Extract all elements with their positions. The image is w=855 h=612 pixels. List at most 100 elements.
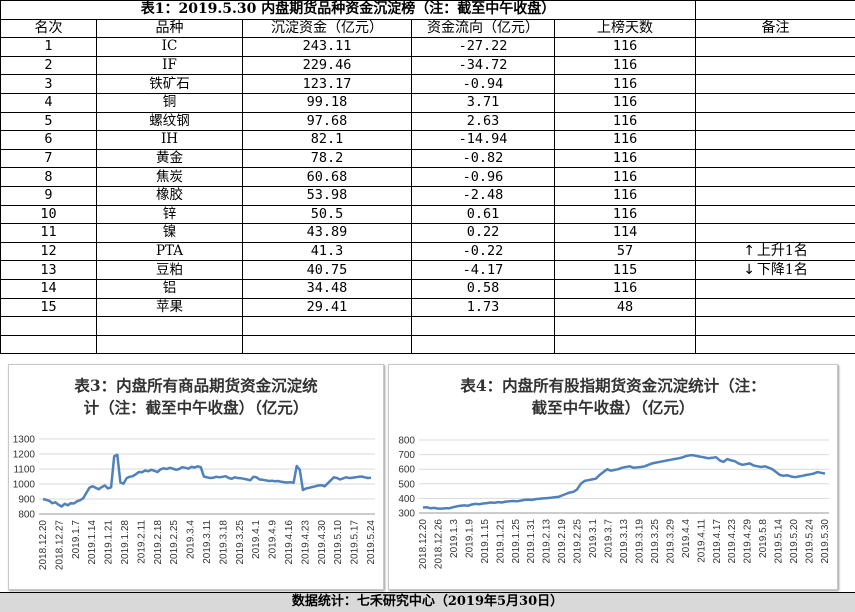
rank-cell: 2 <box>1 56 97 75</box>
note-cell <box>696 56 855 75</box>
x-tick-label: 2019.1.21 <box>495 519 506 564</box>
y-tick-label: 500 <box>398 479 415 490</box>
rank-cell: 8 <box>1 168 97 187</box>
header-days: 上榜天数 <box>555 19 696 38</box>
x-tick-label: 2019.1.25 <box>511 519 522 564</box>
header-note: 备注 <box>696 19 855 38</box>
empty-cell <box>412 335 555 354</box>
x-tick-label: 2018.12.26 <box>433 519 444 569</box>
note-cell <box>696 279 855 298</box>
flow-cell: 0.22 <box>412 224 555 243</box>
y-tick-label: 900 <box>18 495 35 506</box>
fund-cell: 123.17 <box>243 75 412 94</box>
header-rank: 名次 <box>1 19 97 38</box>
x-tick-label: 2019.1.14 <box>87 520 98 565</box>
days-cell: 116 <box>555 205 696 224</box>
rank-cell: 4 <box>1 93 97 112</box>
x-tick-label: 2019.4.23 <box>300 520 311 565</box>
name-cell: 黄金 <box>97 149 243 168</box>
arrow-down-icon: ↓ <box>743 262 755 278</box>
table-header-row: 名次 品种 沉淀资金（亿元） 资金流向（亿元） 上榜天数 备注 <box>1 19 855 38</box>
y-tick-label: 1200 <box>13 450 36 461</box>
days-cell: 48 <box>555 298 696 317</box>
empty-cell <box>696 317 855 336</box>
table-caption-blank <box>696 1 855 20</box>
empty-cell <box>97 335 243 354</box>
note-text: 下降1名 <box>757 262 808 278</box>
x-tick-label: 2019.4.17 <box>712 519 723 564</box>
x-tick-label: 2019.2.18 <box>153 520 164 565</box>
series-line <box>423 455 825 508</box>
name-cell: 螺纹钢 <box>97 112 243 131</box>
y-tick-label: 300 <box>398 509 415 520</box>
x-tick-label: 2019.3.19 <box>634 519 645 564</box>
fund-cell: 97.68 <box>243 112 412 131</box>
name-cell: 铜 <box>97 93 243 112</box>
x-tick-label: 2018.12.20 <box>38 520 49 570</box>
index-chart-title-line-2: 截至中午收盘）（亿元） <box>389 397 837 419</box>
commodity-chart-title-line-1: 表3：内盘所有商品期货资金沉淀统 <box>9 375 383 397</box>
arrow-up-icon: ↑ <box>743 243 755 259</box>
rank-cell: 11 <box>1 224 97 243</box>
days-cell: 116 <box>555 93 696 112</box>
flow-cell: -0.96 <box>412 168 555 187</box>
fund-cell: 78.2 <box>243 149 412 168</box>
empty-cell <box>555 317 696 336</box>
fund-ranking-table: 表1：2019.5.30 内盘期货品种资金沉淀榜（注：截至中午收盘） 名次 品种… <box>0 0 855 354</box>
x-tick-label: 2019.4.11 <box>696 519 707 563</box>
x-tick-label: 2019.3.4 <box>186 520 197 559</box>
x-tick-label: 2019.4.30 <box>317 520 328 565</box>
y-tick-label: 1000 <box>13 480 36 491</box>
rank-cell: 12 <box>1 242 97 261</box>
x-tick-label: 2019.5.30 <box>820 519 831 564</box>
x-tick-label: 2019.4.29 <box>743 519 754 564</box>
y-tick-label: 1300 <box>13 435 36 446</box>
y-tick-label: 400 <box>398 494 415 505</box>
rank-cell: 13 <box>1 261 97 280</box>
commodity-chart-title: 表3：内盘所有商品期货资金沉淀统 计（注：截至中午收盘）（亿元） <box>9 375 383 419</box>
fund-cell: 243.11 <box>243 38 412 57</box>
x-tick-label: 2019.1.21 <box>104 520 115 565</box>
x-tick-label: 2019.3.25 <box>650 519 661 564</box>
empty-row <box>1 335 855 354</box>
x-tick-label: 2019.1.3 <box>449 519 460 558</box>
index-fund-chart: 表4：内盘所有股指期货资金沉淀统计（注： 截至中午收盘）（亿元） 300 400 5… <box>388 364 838 590</box>
name-cell: 铝 <box>97 279 243 298</box>
x-tick-label: 2019.2.19 <box>557 519 568 564</box>
name-cell: 豆粕 <box>97 261 243 280</box>
x-tick-label: 2019.3.13 <box>619 519 630 564</box>
x-tick-label: 2019.3.25 <box>235 520 246 565</box>
commodity-chart-title-line-2: 计（注：截至中午收盘）（亿元） <box>9 397 383 419</box>
note-cell <box>696 38 855 57</box>
header-name: 品种 <box>97 19 243 38</box>
rank-cell: 9 <box>1 186 97 205</box>
x-tick-label: 2019.2.25 <box>169 520 180 565</box>
empty-cell <box>1 335 97 354</box>
name-cell: IC <box>97 38 243 57</box>
flow-cell: -2.48 <box>412 186 555 205</box>
flow-cell: 1.73 <box>412 298 555 317</box>
fund-cell: 40.75 <box>243 261 412 280</box>
fund-cell: 34.48 <box>243 279 412 298</box>
note-cell <box>696 224 855 243</box>
note-cell: ↓下降1名 <box>696 261 855 280</box>
header-fund: 沉淀资金（亿元） <box>243 19 412 38</box>
flow-cell: 0.61 <box>412 205 555 224</box>
y-tick-label: 1100 <box>13 465 35 476</box>
index-chart-title-line-1: 表4：内盘所有股指期货资金沉淀统计（注： <box>389 375 837 397</box>
days-cell: 116 <box>555 279 696 298</box>
days-cell: 57 <box>555 242 696 261</box>
days-cell: 116 <box>555 56 696 75</box>
x-tick-label: 2019.3.11 <box>202 520 213 564</box>
y-tick-label: 800 <box>398 436 415 447</box>
flow-cell: -0.94 <box>412 75 555 94</box>
header-flow: 资金流向（亿元） <box>412 19 555 38</box>
x-tick-label: 2019.5.24 <box>366 520 377 565</box>
index-chart-title: 表4：内盘所有股指期货资金沉淀统计（注： 截至中午收盘）（亿元） <box>389 375 837 419</box>
